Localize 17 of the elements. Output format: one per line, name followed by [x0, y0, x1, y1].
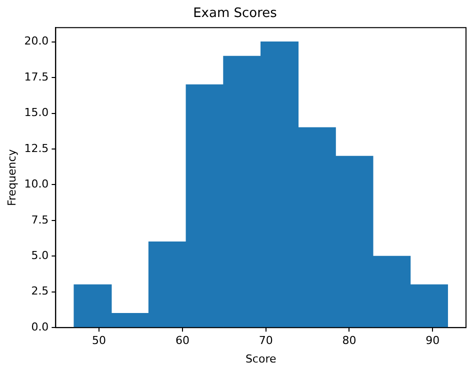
x-axis-title: Score: [245, 352, 276, 366]
y-tick-label: 5.0: [31, 249, 49, 262]
y-axis-title: Frequency: [5, 148, 18, 206]
x-tick-label: 50: [92, 334, 106, 348]
x-tick-label: 60: [175, 334, 190, 348]
y-tick-label: 2.5: [31, 284, 49, 298]
y-tick-label: 15.0: [24, 106, 49, 120]
y-tick-label: 17.5: [24, 70, 49, 84]
y-tick-label: 7.5: [31, 213, 49, 226]
x-tick-label: 70: [258, 334, 273, 348]
y-tick-label: 10.0: [24, 178, 49, 191]
chart-title: Exam Scores: [193, 6, 278, 22]
x-tick-label: 80: [342, 334, 356, 348]
y-tick-label: 0.0: [31, 320, 49, 334]
x-tick-label: 90: [426, 334, 440, 348]
y-tick-label: 12.5: [24, 142, 49, 155]
y-tick-label: 20.0: [24, 34, 49, 48]
